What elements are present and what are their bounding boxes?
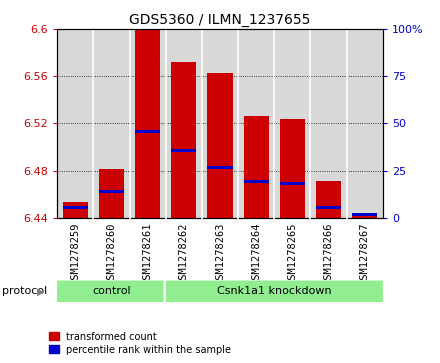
Bar — [207, 73, 233, 218]
Bar — [99, 190, 124, 193]
Text: protocol: protocol — [2, 286, 48, 296]
Bar — [207, 166, 233, 168]
Text: GSM1278264: GSM1278264 — [251, 223, 261, 285]
FancyBboxPatch shape — [165, 280, 384, 303]
Bar — [62, 203, 88, 218]
Bar — [62, 206, 88, 209]
Text: ▶: ▶ — [37, 286, 45, 296]
Bar — [316, 206, 341, 209]
Text: GSM1278266: GSM1278266 — [323, 223, 334, 285]
Bar — [243, 117, 269, 218]
Bar — [243, 180, 269, 183]
Bar — [352, 213, 378, 216]
Text: GSM1278261: GSM1278261 — [143, 223, 153, 285]
Legend: transformed count, percentile rank within the sample: transformed count, percentile rank withi… — [49, 331, 231, 355]
Bar — [135, 130, 160, 133]
FancyBboxPatch shape — [56, 280, 167, 303]
Bar — [99, 170, 124, 218]
Bar — [316, 181, 341, 218]
Text: GSM1278263: GSM1278263 — [215, 223, 225, 285]
Text: GSM1278260: GSM1278260 — [106, 223, 117, 285]
Text: GSM1278259: GSM1278259 — [70, 223, 80, 285]
Bar — [171, 149, 197, 152]
Bar — [352, 213, 378, 218]
Text: GSM1278267: GSM1278267 — [360, 223, 370, 285]
Text: GSM1278265: GSM1278265 — [287, 223, 297, 285]
Text: Csnk1a1 knockdown: Csnk1a1 knockdown — [217, 286, 332, 296]
Text: control: control — [92, 286, 131, 296]
Bar — [280, 182, 305, 185]
Text: GSM1278262: GSM1278262 — [179, 223, 189, 285]
Bar — [280, 119, 305, 218]
Bar — [171, 62, 197, 218]
Bar — [135, 29, 160, 218]
Title: GDS5360 / ILMN_1237655: GDS5360 / ILMN_1237655 — [129, 13, 311, 26]
